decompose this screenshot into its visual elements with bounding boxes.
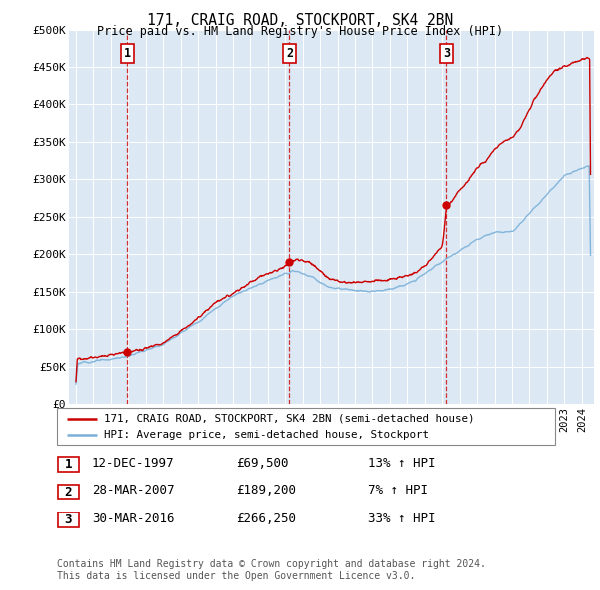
Text: £69,500: £69,500 [236, 457, 289, 470]
Text: £266,250: £266,250 [236, 512, 296, 525]
Text: Contains HM Land Registry data © Crown copyright and database right 2024.
This d: Contains HM Land Registry data © Crown c… [57, 559, 486, 581]
Text: 7% ↑ HPI: 7% ↑ HPI [368, 484, 428, 497]
Text: 30-MAR-2016: 30-MAR-2016 [92, 512, 175, 525]
Text: 33% ↑ HPI: 33% ↑ HPI [368, 512, 436, 525]
Text: 2: 2 [286, 47, 293, 60]
FancyBboxPatch shape [57, 408, 555, 445]
Text: 3: 3 [65, 513, 72, 526]
Text: 171, CRAIG ROAD, STOCKPORT, SK4 2BN (semi-detached house): 171, CRAIG ROAD, STOCKPORT, SK4 2BN (sem… [104, 414, 475, 424]
Text: Price paid vs. HM Land Registry's House Price Index (HPI): Price paid vs. HM Land Registry's House … [97, 25, 503, 38]
FancyBboxPatch shape [58, 484, 79, 500]
FancyBboxPatch shape [58, 512, 79, 527]
Text: 2: 2 [65, 486, 72, 499]
Text: 171, CRAIG ROAD, STOCKPORT, SK4 2BN: 171, CRAIG ROAD, STOCKPORT, SK4 2BN [147, 13, 453, 28]
Text: 13% ↑ HPI: 13% ↑ HPI [368, 457, 436, 470]
FancyBboxPatch shape [58, 457, 79, 472]
Text: 12-DEC-1997: 12-DEC-1997 [92, 457, 175, 470]
Text: 1: 1 [124, 47, 131, 60]
Text: 1: 1 [65, 458, 72, 471]
Text: £189,200: £189,200 [236, 484, 296, 497]
Text: HPI: Average price, semi-detached house, Stockport: HPI: Average price, semi-detached house,… [104, 430, 430, 440]
Text: 28-MAR-2007: 28-MAR-2007 [92, 484, 175, 497]
Text: 3: 3 [443, 47, 450, 60]
